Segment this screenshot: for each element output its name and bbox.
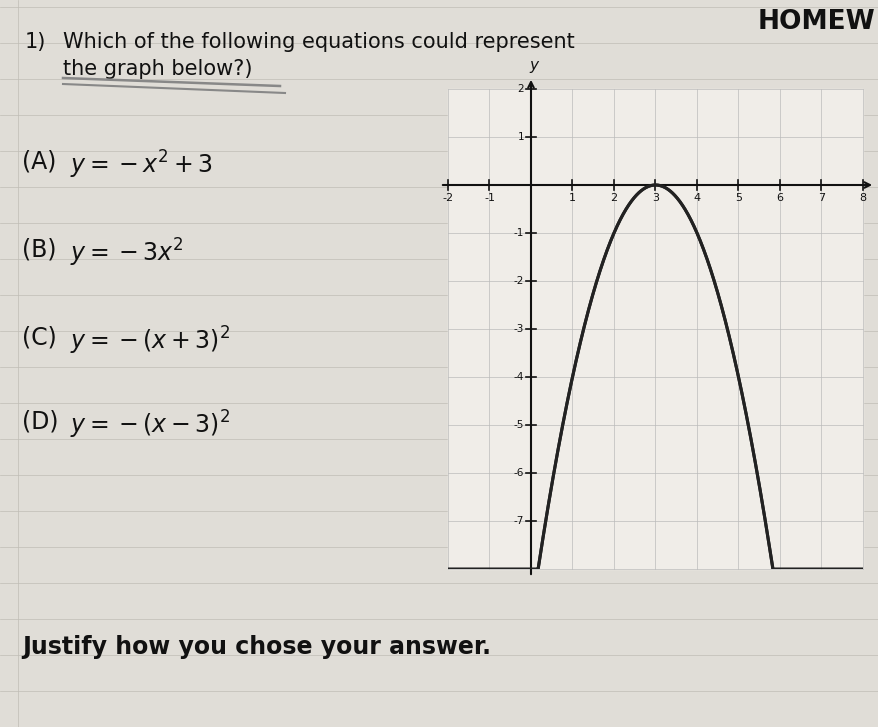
Text: Which of the following equations could represent: Which of the following equations could r… xyxy=(63,32,574,52)
Text: 7: 7 xyxy=(817,193,824,203)
Text: 2: 2 xyxy=(517,84,523,94)
Text: 1: 1 xyxy=(568,193,575,203)
Text: -6: -6 xyxy=(513,468,523,478)
Text: 1): 1) xyxy=(25,32,47,52)
Text: 2: 2 xyxy=(609,193,617,203)
Text: Justify how you chose your answer.: Justify how you chose your answer. xyxy=(22,635,491,659)
Text: -1: -1 xyxy=(484,193,494,203)
Text: -2: -2 xyxy=(513,276,523,286)
Text: 1: 1 xyxy=(517,132,523,142)
Text: -2: -2 xyxy=(442,193,453,203)
Text: $y = -(x + 3)^2$: $y = -(x + 3)^2$ xyxy=(70,325,230,357)
Text: y: y xyxy=(529,58,538,73)
Text: (D): (D) xyxy=(22,409,59,433)
Text: the graph below?): the graph below?) xyxy=(63,59,252,79)
Bar xyxy=(448,89,862,569)
Text: 6: 6 xyxy=(775,193,782,203)
Text: (A): (A) xyxy=(22,149,56,173)
Text: 3: 3 xyxy=(651,193,658,203)
Text: 8: 8 xyxy=(859,193,866,203)
Text: -1: -1 xyxy=(513,228,523,238)
Text: (B): (B) xyxy=(22,237,56,261)
Text: (C): (C) xyxy=(22,325,57,349)
Text: -5: -5 xyxy=(513,420,523,430)
Text: -7: -7 xyxy=(513,516,523,526)
Text: $y = -x^2 + 3$: $y = -x^2 + 3$ xyxy=(70,149,212,181)
Text: 4: 4 xyxy=(693,193,700,203)
Text: HOMEW: HOMEW xyxy=(756,9,874,35)
Text: -3: -3 xyxy=(513,324,523,334)
Text: 5: 5 xyxy=(734,193,741,203)
Text: -4: -4 xyxy=(513,372,523,382)
Text: $y = -3x^2$: $y = -3x^2$ xyxy=(70,237,184,269)
Text: $y = -(x - 3)^2$: $y = -(x - 3)^2$ xyxy=(70,409,230,441)
